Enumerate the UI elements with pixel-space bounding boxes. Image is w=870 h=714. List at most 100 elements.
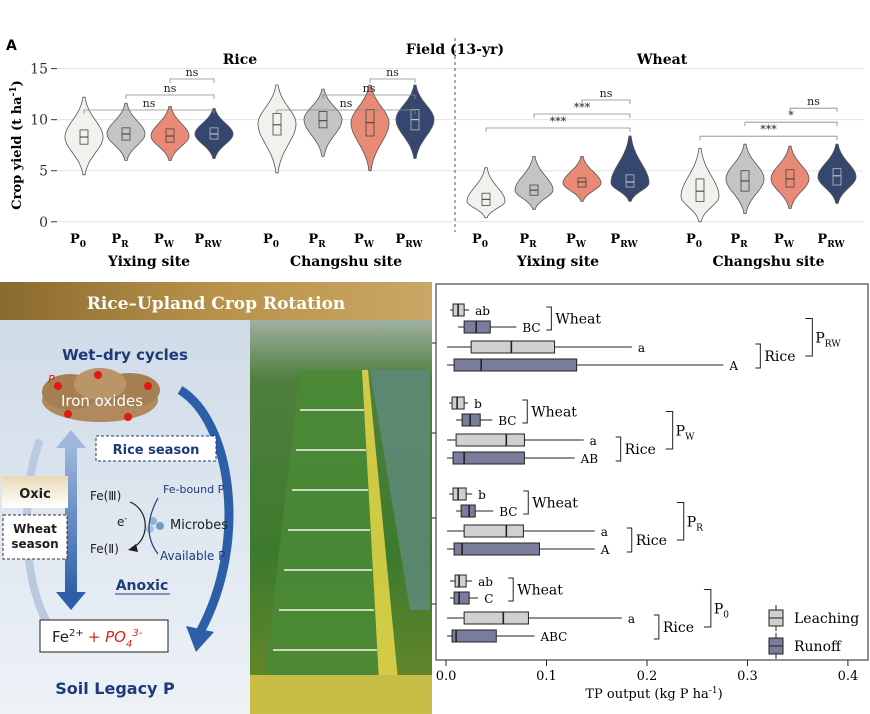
chart-title: Field (13-yr) xyxy=(406,42,504,58)
box-leaching xyxy=(451,396,465,410)
x-axis-title-sup: -1 xyxy=(709,686,718,696)
box-runoff xyxy=(452,451,525,465)
fe2-label: Fe(Ⅱ) xyxy=(90,542,119,556)
fe2-ion-sup: 2+ xyxy=(69,628,84,639)
significance-letter: C xyxy=(484,592,493,606)
right-cycle-arrow xyxy=(177,386,234,635)
x-tick-base: P xyxy=(730,232,740,247)
significance-label: ns xyxy=(807,95,820,108)
x-tick-label: 0.1 xyxy=(536,669,557,684)
fe2-ion-text: Fe xyxy=(52,628,69,646)
x-tick-base: P xyxy=(308,232,318,247)
down-arrowhead xyxy=(56,592,86,610)
tp-output-boxplot: 0.0 0.1 0.2 0.3 0.4 abBCaAWheatRicePRWbBCaAB… xyxy=(432,280,870,714)
rice-season-box xyxy=(95,435,217,462)
x-tick-sub: 0 xyxy=(482,240,488,250)
significance-bracket xyxy=(744,121,838,127)
box-runoff xyxy=(461,413,481,427)
x-tick-label: 0.0 xyxy=(436,669,457,684)
significance-label: ns xyxy=(340,97,353,110)
up-arrowhead xyxy=(56,430,86,448)
x-tick-label: PRW xyxy=(194,232,222,250)
treatment-label: P0 xyxy=(714,601,729,620)
x-tick-label: PW xyxy=(154,232,175,250)
wheat-bracket xyxy=(523,490,529,515)
y-axis-title: Crop yield (t ha-1) xyxy=(9,80,25,210)
significance-letter: ab xyxy=(478,575,493,589)
wheat-label: Wheat xyxy=(531,405,577,421)
treatment-base: P xyxy=(676,423,685,439)
wheat-season-line-1: Wheat xyxy=(13,522,57,536)
wheat-bracket xyxy=(508,577,514,602)
significance-bracket xyxy=(699,135,838,141)
violin-P0 xyxy=(466,167,506,219)
x-tick-base: P xyxy=(817,232,827,247)
significance-bracket xyxy=(533,113,631,119)
violin-PRW xyxy=(395,84,435,159)
treatment-bracket xyxy=(665,411,674,450)
significance-label: ns xyxy=(164,82,177,95)
significance-bracket xyxy=(369,78,416,83)
x-tick-base: P xyxy=(194,232,204,247)
significance-letter: BC xyxy=(498,414,516,428)
fe2-ion-label: Fe2+ + PO43- xyxy=(52,628,143,650)
x-tick-label: 0.4 xyxy=(838,669,859,684)
boxplot-annotations: abBCaAWheatRicePRWbBCaABWheatRicePWbBCaA… xyxy=(474,304,841,644)
box-runoff xyxy=(453,542,540,556)
p-release-curve xyxy=(148,497,159,555)
x-tick-label: PRW xyxy=(610,232,638,250)
box-leaching xyxy=(463,611,529,625)
violin-PW xyxy=(562,155,602,202)
y-tick-label: 0 xyxy=(39,215,48,231)
x-axis-title-text: TP output (kg P ha xyxy=(585,687,709,702)
violin-box xyxy=(625,174,635,188)
crop-label-rice: Rice xyxy=(223,52,257,68)
wheat-bracket xyxy=(546,306,552,331)
y-tick-label: 10 xyxy=(30,113,48,129)
electron-label: e- xyxy=(117,514,127,529)
significance-letter: b xyxy=(474,397,482,411)
electron-sup: - xyxy=(124,514,127,523)
x-tick-label: PW xyxy=(566,232,587,250)
significance-letter: ab xyxy=(475,304,490,318)
rotation-schematic: Rice–Upland Crop Rotation Wet–dry cycles… xyxy=(0,280,432,714)
x-tick-label: PRW xyxy=(395,232,423,250)
fe2-phosphate-box xyxy=(39,619,169,653)
violin-box xyxy=(165,128,175,143)
box-leaching xyxy=(454,574,467,588)
significance-bracket xyxy=(581,99,631,105)
box-runoff xyxy=(453,358,578,372)
significance-label: ns xyxy=(186,66,199,79)
site-label: Changshu site xyxy=(712,254,824,270)
microbes-label: Microbes xyxy=(170,518,228,533)
significance-label: *** xyxy=(550,115,567,128)
violin-plot-area xyxy=(57,38,863,232)
x-tick-base: P xyxy=(686,232,696,247)
violin-box xyxy=(577,177,587,188)
x-tick-label: 0.2 xyxy=(637,669,658,684)
significance-letter: a xyxy=(638,341,645,355)
boxplot-legend: Leaching Runoff xyxy=(768,605,859,659)
x-tick-base: P xyxy=(472,232,482,247)
x-tick-label: 0.3 xyxy=(737,669,758,684)
rice-label: Rice xyxy=(625,442,656,458)
violin-PR xyxy=(725,143,765,215)
significance-letter: b xyxy=(478,488,486,502)
legend-label-runoff: Runoff xyxy=(794,639,842,655)
rice-label: Rice xyxy=(636,533,667,549)
y-axis-title-tail: ) xyxy=(10,80,25,86)
x-tick-sub: RW xyxy=(405,240,423,250)
p-dot-label: P xyxy=(48,373,55,386)
x-tick-base: P xyxy=(263,232,273,247)
treatment-sub: R xyxy=(696,523,703,533)
x-tick-label: PW xyxy=(354,232,375,250)
violin-PR xyxy=(514,155,554,210)
violin-box xyxy=(832,168,842,186)
significance-label: ns xyxy=(363,82,376,95)
wet-dry-cycles-label: Wet–dry cycles xyxy=(62,346,188,364)
box-leaching xyxy=(455,433,525,447)
y-tick-label: 5 xyxy=(39,164,48,180)
significance-label: *** xyxy=(760,123,777,136)
oxic-label: Oxic xyxy=(19,487,51,502)
